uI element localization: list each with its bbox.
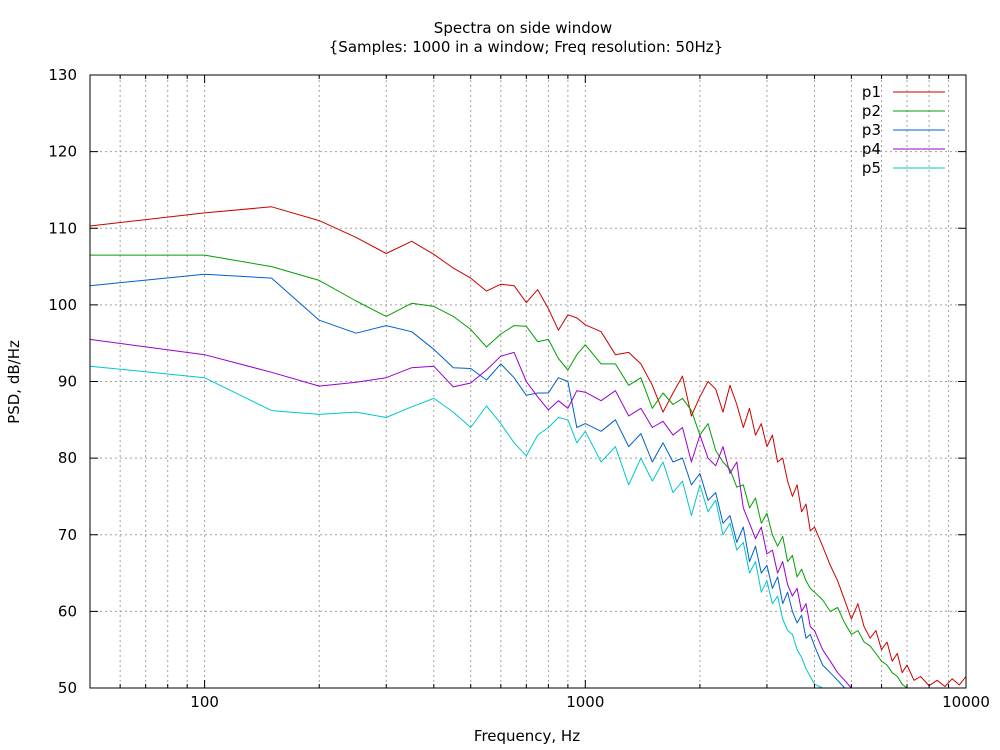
x-tick-label: 10000 bbox=[942, 693, 990, 711]
series-line-p2 bbox=[90, 254, 908, 689]
x-axis-label: Frequency, Hz bbox=[474, 727, 580, 745]
grid bbox=[90, 75, 966, 688]
y-tick-label: 100 bbox=[48, 296, 77, 314]
x-tick-label: 100 bbox=[190, 693, 219, 711]
y-tick-label: 80 bbox=[58, 449, 77, 467]
chart-subtitle: {Samples: 1000 in a window; Freq resolut… bbox=[329, 38, 723, 56]
legend-label-p3: p3 bbox=[862, 121, 881, 139]
series-line-p3 bbox=[89, 273, 845, 689]
y-tick-label: 120 bbox=[48, 143, 77, 161]
axis-ticks: 50 60 70 80 90 100 110 120 130 100 1000 10000 bbox=[48, 66, 990, 711]
y-tick-label: 50 bbox=[58, 679, 77, 697]
legend-label-p2: p2 bbox=[862, 102, 881, 120]
y-tick-label: 130 bbox=[48, 66, 77, 84]
y-tick-label: 60 bbox=[58, 602, 77, 620]
y-tick-label: 90 bbox=[58, 373, 77, 391]
plot-area bbox=[89, 206, 967, 689]
legend-label-p4: p4 bbox=[862, 140, 881, 158]
legend-label-p5: p5 bbox=[862, 159, 881, 177]
y-tick-label: 70 bbox=[58, 526, 77, 544]
y-axis-label: PSD, dB/Hz bbox=[5, 340, 23, 424]
series-line-p5 bbox=[89, 365, 823, 689]
legend-label-p1: p1 bbox=[862, 83, 881, 101]
y-tick-label: 110 bbox=[48, 219, 77, 237]
chart-title: Spectra on side window bbox=[434, 19, 612, 37]
x-tick-label: 1000 bbox=[566, 693, 604, 711]
series-line-p1 bbox=[89, 206, 967, 687]
series-line-p4 bbox=[89, 338, 852, 689]
